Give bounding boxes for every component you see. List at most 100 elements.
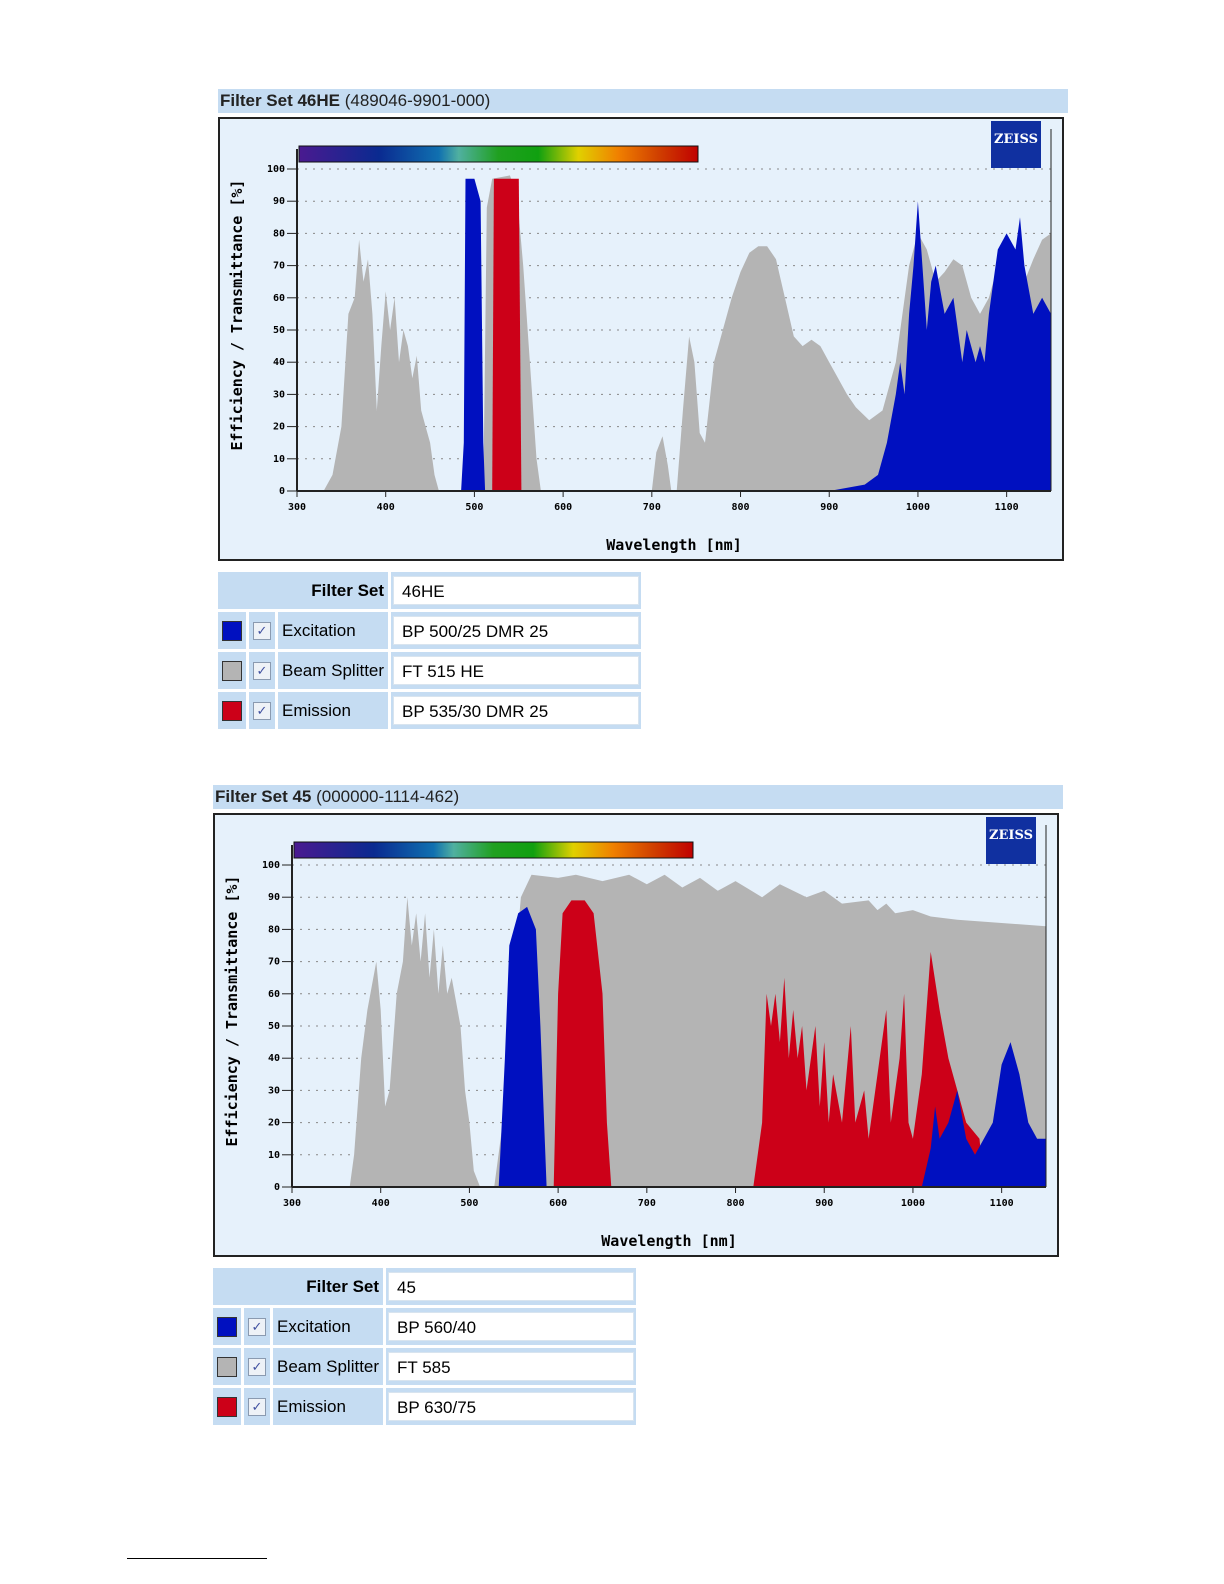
visibility-checkbox[interactable]: ✓ (248, 1317, 266, 1336)
filter-label: Beam Splitter (273, 1348, 384, 1385)
y-tick-label: 70 (273, 261, 285, 272)
filter-row: ✓ Excitation BP 560/40 (213, 1308, 637, 1345)
filter-table: Filter Set 46HE ✓ Excitation BP 500/25 D… (215, 569, 644, 732)
filter-label: Excitation (278, 612, 389, 649)
filter-table: Filter Set 45 ✓ Excitation BP 560/40 ✓ B… (210, 1265, 639, 1428)
y-tick-label: 70 (268, 957, 280, 968)
y-tick-label: 40 (273, 357, 285, 368)
color-swatch (222, 620, 242, 641)
filter-row: ✓ Excitation BP 500/25 DMR 25 (218, 612, 642, 649)
y-tick-label: 30 (273, 389, 285, 400)
checkbox-cell: ✓ (249, 692, 275, 729)
y-tick-label: 60 (273, 293, 285, 304)
x-tick-label: 1000 (906, 502, 930, 513)
y-axis-label: Efficiency / Transmittance [%] (228, 180, 246, 451)
zeiss-logo (986, 817, 1036, 864)
y-tick-label: 60 (268, 989, 280, 1000)
x-tick-label: 500 (460, 1198, 478, 1209)
filter-set-field[interactable]: 46HE (393, 576, 640, 605)
color-swatch-cell (213, 1388, 241, 1425)
filter-set-field[interactable]: 45 (388, 1272, 635, 1301)
filter-set-label: Filter Set (218, 572, 389, 609)
series-emission (553, 900, 984, 1187)
filter-label: Emission (278, 692, 389, 729)
y-tick-label: 0 (279, 486, 285, 497)
filter-row: ✓ Beam Splitter FT 515 HE (218, 652, 642, 689)
x-tick-label: 1100 (995, 502, 1019, 513)
visibility-checkbox[interactable]: ✓ (248, 1397, 266, 1416)
y-tick-label: 90 (268, 892, 280, 903)
checkbox-cell: ✓ (244, 1308, 270, 1345)
y-tick-label: 40 (268, 1053, 280, 1064)
zeiss-logo-text: ZEISS (994, 132, 1038, 147)
y-tick-label: 90 (273, 196, 285, 207)
filter-value-field[interactable]: FT 585 (388, 1352, 635, 1381)
filter-value-field[interactable]: BP 500/25 DMR 25 (393, 616, 640, 645)
visibility-checkbox[interactable]: ✓ (253, 701, 271, 720)
x-tick-label: 700 (638, 1198, 656, 1209)
visibility-checkbox[interactable]: ✓ (248, 1357, 266, 1376)
filter-label: Beam Splitter (278, 652, 389, 689)
x-tick-label: 300 (288, 502, 306, 513)
chart-svg: 0 10 20 30 40 50 60 70 80 90 100 300 400 500 600 700 800… (228, 121, 1052, 554)
color-swatch (222, 700, 242, 721)
x-tick-label: 900 (820, 502, 838, 513)
series-excitation (461, 178, 1052, 491)
color-swatch (217, 1356, 237, 1377)
color-swatch-cell (218, 612, 246, 649)
filter-label: Excitation (273, 1308, 384, 1345)
x-tick-label: 800 (731, 502, 749, 513)
y-tick-label: 80 (273, 228, 285, 239)
x-tick-label: 800 (726, 1198, 744, 1209)
y-tick-label: 50 (273, 325, 285, 336)
filter-label: Emission (273, 1388, 384, 1425)
visibility-checkbox[interactable]: ✓ (253, 661, 271, 680)
y-tick-label: 10 (268, 1150, 280, 1161)
checkbox-cell: ✓ (244, 1348, 270, 1385)
x-tick-label: 400 (372, 1198, 390, 1209)
title-name: Filter Set 45 (215, 787, 312, 806)
filter-row: ✓ Beam Splitter FT 585 (213, 1348, 637, 1385)
y-axis-label: Efficiency / Transmittance [%] (223, 876, 241, 1147)
color-swatch-cell (218, 692, 246, 729)
zeiss-logo (991, 121, 1041, 168)
title-part-number: (489046-9901-000) (344, 91, 491, 110)
filter-value-field[interactable]: FT 515 HE (393, 656, 640, 685)
filter-value-field[interactable]: BP 630/75 (388, 1392, 635, 1421)
x-tick-label: 500 (465, 502, 483, 513)
title-part-number: (000000-1114-462) (316, 787, 460, 806)
visibility-checkbox[interactable]: ✓ (253, 621, 271, 640)
x-tick-label: 900 (815, 1198, 833, 1209)
y-tick-label: 100 (262, 860, 280, 871)
x-tick-label: 300 (283, 1198, 301, 1209)
y-tick-label: 20 (273, 422, 285, 433)
filter-value-field[interactable]: BP 560/40 (388, 1312, 635, 1341)
y-tick-label: 30 (268, 1085, 280, 1096)
y-tick-label: 80 (268, 924, 280, 935)
filter-set-title: Filter Set 46HE (489046-9901-000) (218, 89, 1068, 113)
checkbox-cell: ✓ (244, 1388, 270, 1425)
filter-row: ✓ Emission BP 535/30 DMR 25 (218, 692, 642, 729)
x-tick-label: 1100 (990, 1198, 1014, 1209)
series-emission (492, 178, 522, 491)
spectrum-color-bar (293, 841, 694, 859)
series-excitation (498, 906, 1046, 1187)
color-swatch-cell (213, 1348, 241, 1385)
filter-value-field[interactable]: BP 535/30 DMR 25 (393, 696, 640, 725)
y-tick-label: 10 (273, 454, 285, 465)
checkbox-cell: ✓ (249, 652, 275, 689)
x-axis-label: Wavelength [nm] (606, 536, 741, 554)
filter-set-block: Filter Set 46HE (489046-9901-000) 0 10 20 3… (218, 89, 1068, 732)
filter-set-title: Filter Set 45 (000000-1114-462) (213, 785, 1063, 809)
filter-set-label: Filter Set (213, 1268, 384, 1305)
color-swatch (222, 660, 242, 681)
footnote-rule (127, 1558, 267, 1559)
filter-set-block: Filter Set 45 (000000-1114-462) 0 10 20 30 4… (213, 785, 1063, 1428)
x-tick-label: 1000 (901, 1198, 925, 1209)
x-tick-label: 700 (643, 502, 661, 513)
x-tick-label: 600 (554, 502, 572, 513)
title-name: Filter Set 46HE (220, 91, 340, 110)
x-axis-label: Wavelength [nm] (601, 1232, 736, 1250)
spectrum-chart: 0 10 20 30 40 50 60 70 80 90 100 300 400 500 600 700 800… (213, 813, 1059, 1257)
chart-svg: 0 10 20 30 40 50 60 70 80 90 100 300 400 500 600 700 800… (223, 817, 1047, 1250)
